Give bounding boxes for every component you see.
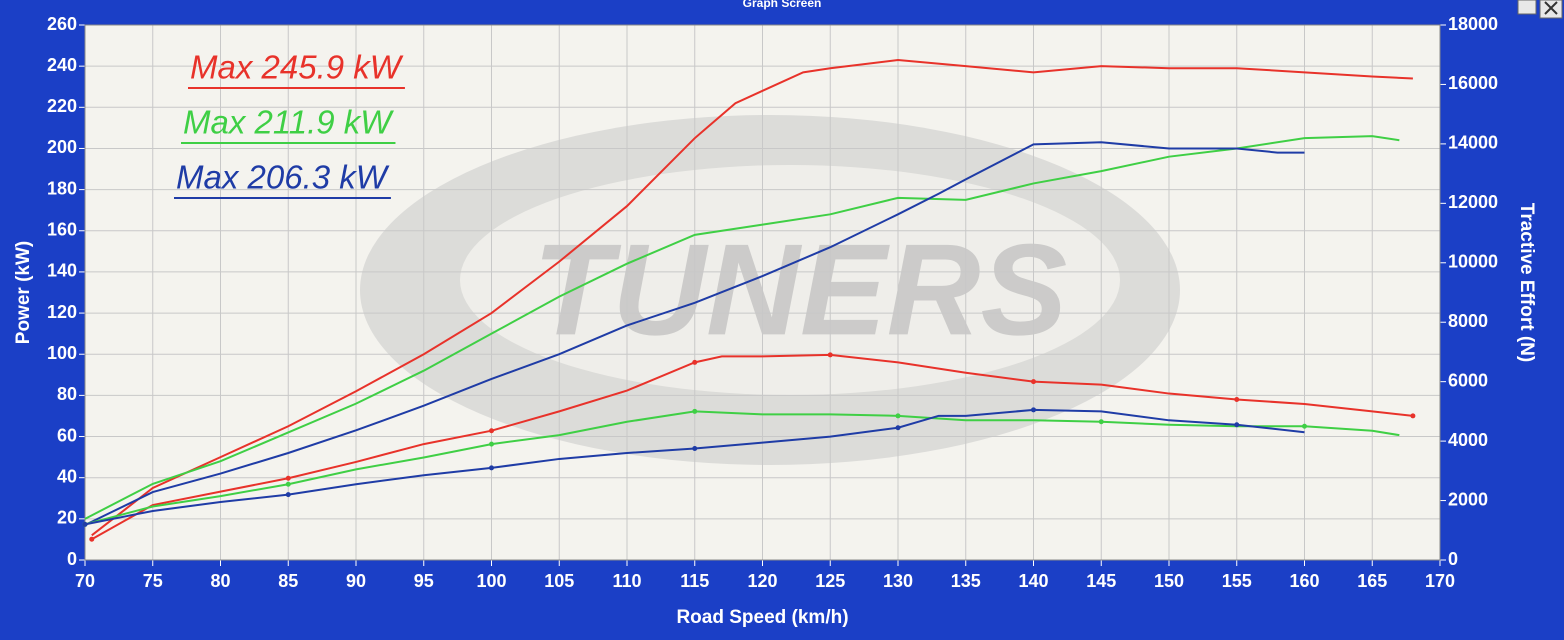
watermark-logo-inner bbox=[460, 165, 1120, 395]
max-annotation: Max 211.9 kW bbox=[183, 104, 394, 141]
data-point bbox=[82, 521, 88, 527]
x-tick-label: 140 bbox=[1018, 571, 1048, 591]
data-point bbox=[1302, 423, 1307, 429]
data-point bbox=[1234, 422, 1240, 428]
watermark-text: TUNERS bbox=[533, 216, 1067, 362]
y2-tick-label: 10000 bbox=[1448, 252, 1498, 272]
y-tick-label: 120 bbox=[47, 302, 77, 322]
x-tick-label: 125 bbox=[815, 571, 845, 591]
y2-tick-label: 14000 bbox=[1448, 133, 1498, 153]
x-tick-label: 85 bbox=[278, 571, 298, 591]
x-tick-label: 170 bbox=[1425, 571, 1455, 591]
y2-tick-label: 16000 bbox=[1448, 73, 1498, 93]
y2-axis-label: Tractive Effort (N) bbox=[1516, 203, 1537, 362]
x-tick-label: 120 bbox=[747, 571, 777, 591]
y-tick-label: 140 bbox=[47, 261, 77, 281]
data-point bbox=[285, 492, 291, 498]
x-tick-label: 135 bbox=[951, 571, 981, 591]
y-axis-label: Power (kW) bbox=[13, 241, 34, 344]
tractive-effort-line bbox=[84, 408, 1305, 526]
x-tick-label: 155 bbox=[1222, 571, 1252, 591]
data-point bbox=[489, 465, 494, 471]
y-tick-label: 80 bbox=[57, 384, 77, 404]
y-tick-label: 100 bbox=[47, 343, 77, 363]
tractive-effort-line bbox=[91, 353, 1414, 541]
y-tick-label: 40 bbox=[57, 466, 77, 486]
y-tick-label: 220 bbox=[47, 96, 77, 116]
data-point bbox=[89, 536, 95, 542]
x-tick-label: 130 bbox=[883, 571, 913, 591]
y2-tick-label: 18000 bbox=[1448, 14, 1498, 34]
tractive-effort-line bbox=[84, 410, 1400, 526]
x-tick-label: 160 bbox=[1289, 571, 1319, 591]
y2-tick-label: 2000 bbox=[1448, 489, 1488, 509]
x-axis-label: Road Speed (km/h) bbox=[676, 607, 848, 628]
data-point bbox=[285, 481, 291, 487]
y-tick-label: 200 bbox=[47, 137, 77, 157]
power-line bbox=[91, 58, 1413, 537]
y2-tick-label: 0 bbox=[1448, 549, 1458, 569]
data-point bbox=[692, 359, 698, 365]
power-line bbox=[84, 141, 1305, 526]
data-point bbox=[692, 446, 698, 452]
data-point bbox=[1410, 413, 1416, 419]
data-point bbox=[489, 441, 494, 447]
data-point bbox=[1031, 379, 1036, 385]
plot-border bbox=[84, 24, 1441, 561]
y2-tick-label: 4000 bbox=[1448, 430, 1488, 450]
x-tick-label: 95 bbox=[414, 571, 434, 591]
data-point bbox=[1098, 419, 1104, 425]
restore-button[interactable] bbox=[1517, 0, 1537, 15]
data-point bbox=[1031, 407, 1036, 413]
y-tick-label: 60 bbox=[57, 425, 77, 445]
data-point bbox=[895, 413, 901, 419]
y2-tick-label: 8000 bbox=[1448, 311, 1488, 331]
data-point bbox=[692, 408, 698, 414]
x-tick-label: 145 bbox=[1086, 571, 1116, 591]
x-tick-label: 100 bbox=[476, 571, 506, 591]
x-tick-label: 105 bbox=[544, 571, 574, 591]
x-tick-label: 110 bbox=[612, 571, 641, 591]
y-tick-label: 260 bbox=[47, 14, 77, 34]
power-line bbox=[84, 135, 1400, 520]
data-point bbox=[285, 475, 291, 481]
x-tick-label: 70 bbox=[75, 571, 95, 591]
y2-tick-label: 6000 bbox=[1448, 370, 1488, 390]
x-tick-label: 75 bbox=[143, 571, 163, 591]
x-tick-label: 115 bbox=[680, 571, 709, 591]
y2-tick-label: 12000 bbox=[1448, 192, 1498, 212]
y-tick-label: 20 bbox=[57, 508, 77, 528]
close-icon bbox=[1544, 1, 1558, 15]
data-point bbox=[895, 425, 901, 431]
max-annotation: Max 245.9 kW bbox=[190, 49, 404, 86]
data-point bbox=[489, 428, 494, 434]
y-tick-label: 180 bbox=[47, 178, 77, 198]
y-tick-label: 240 bbox=[47, 55, 77, 75]
x-tick-label: 150 bbox=[1154, 571, 1184, 591]
data-point bbox=[827, 352, 833, 358]
y-tick-label: 160 bbox=[47, 220, 77, 240]
y-tick-label: 0 bbox=[67, 549, 77, 569]
data-point bbox=[1234, 397, 1240, 402]
window-title: Graph Screen bbox=[743, 0, 822, 10]
max-annotation: Max 206.3 kW bbox=[176, 159, 390, 196]
x-tick-label: 90 bbox=[346, 571, 366, 591]
x-tick-label: 165 bbox=[1357, 571, 1387, 591]
x-tick-label: 80 bbox=[210, 571, 230, 591]
